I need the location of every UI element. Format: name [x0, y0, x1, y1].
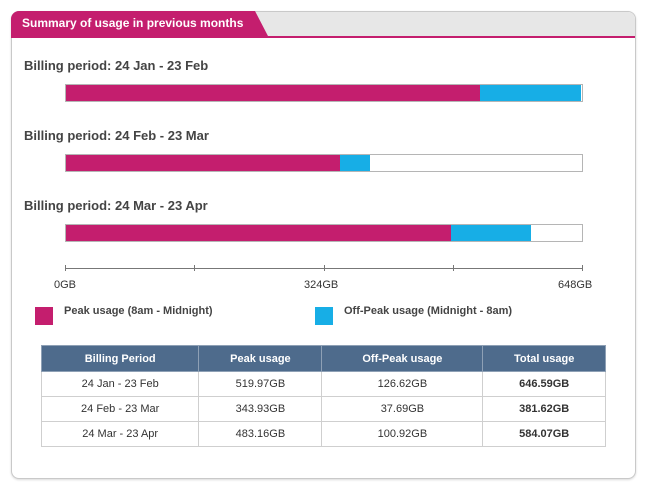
table-row: 24 Jan - 23 Feb 519.97GB 126.62GB 646.59… [40, 371, 606, 397]
offpeak-usage-bar-segment [450, 225, 532, 241]
cell-offpeak-usage: 126.62GB [321, 371, 484, 397]
usage-bar [65, 224, 583, 242]
usage-bar [65, 154, 583, 172]
panel-title-tab: Summary of usage in previous months [11, 11, 269, 38]
cell-offpeak-usage: 37.69GB [321, 396, 484, 422]
cell-peak-usage: 343.93GB [198, 396, 323, 422]
peak-usage-bar-segment [66, 225, 451, 241]
column-header-total-usage: Total usage [482, 345, 606, 372]
cell-total-usage: 646.59GB [482, 371, 606, 397]
peak-usage-bar-segment [66, 85, 481, 101]
table-row: 24 Feb - 23 Mar 343.93GB 37.69GB 381.62G… [40, 396, 606, 422]
cell-billing-period: 24 Mar - 23 Apr [40, 421, 200, 447]
offpeak-usage-bar-segment [480, 85, 581, 101]
peak-legend-swatch [35, 307, 53, 325]
billing-period-label: Billing period: 24 Jan - 23 Feb [24, 58, 209, 73]
x-axis-tick [65, 265, 66, 271]
cell-peak-usage: 519.97GB [198, 371, 323, 397]
column-header-peak-usage: Peak usage [198, 345, 323, 372]
usage-summary-table: Billing Period Peak usage Off-Peak usage… [40, 345, 606, 447]
column-header-billing-period: Billing Period [40, 345, 200, 372]
usage-bar [65, 84, 583, 102]
offpeak-usage-bar-segment [339, 155, 370, 171]
cell-total-usage: 584.07GB [482, 421, 606, 447]
cell-billing-period: 24 Feb - 23 Mar [40, 396, 200, 422]
x-axis-tick [582, 265, 583, 271]
x-axis-tick-label: 648GB [558, 279, 593, 291]
usage-summary-panel: Summary of usage in previous months Bill… [11, 11, 636, 479]
peak-legend-label: Peak usage (8am - Midnight) [64, 305, 213, 317]
offpeak-legend-label: Off-Peak usage (Midnight - 8am) [344, 305, 513, 317]
peak-usage-bar-segment [66, 155, 340, 171]
x-axis-tick [453, 265, 454, 271]
cell-billing-period: 24 Jan - 23 Feb [40, 371, 200, 397]
billing-period-label: Billing period: 24 Feb - 23 Mar [24, 128, 209, 143]
table-row: 24 Mar - 23 Apr 483.16GB 100.92GB 584.07… [40, 421, 606, 447]
cell-offpeak-usage: 100.92GB [321, 421, 484, 447]
x-axis-tick-label: 0GB [54, 279, 77, 291]
x-axis-tick-label: 324GB [304, 279, 339, 291]
offpeak-legend-swatch [315, 307, 333, 325]
column-header-offpeak-usage: Off-Peak usage [321, 345, 484, 372]
x-axis-tick [194, 265, 195, 271]
table-header-row: Billing Period Peak usage Off-Peak usage… [40, 345, 606, 372]
cell-peak-usage: 483.16GB [198, 421, 323, 447]
x-axis-tick [324, 265, 325, 271]
cell-total-usage: 381.62GB [482, 396, 606, 422]
billing-period-label: Billing period: 24 Mar - 23 Apr [24, 198, 208, 213]
